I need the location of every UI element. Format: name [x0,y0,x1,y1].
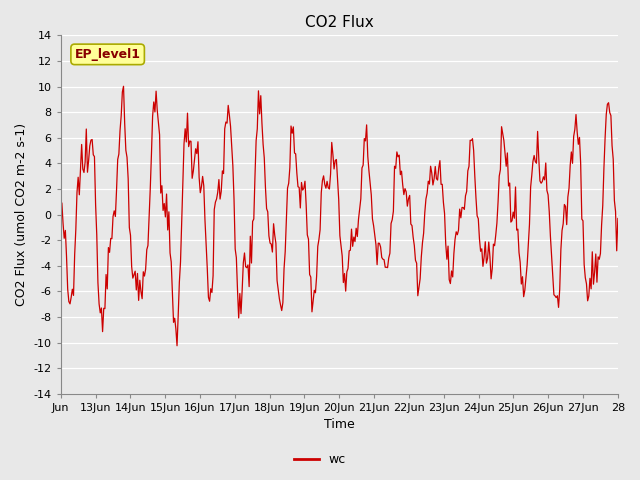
X-axis label: Time: Time [324,419,355,432]
Y-axis label: CO2 Flux (umol CO2 m-2 s-1): CO2 Flux (umol CO2 m-2 s-1) [15,123,28,306]
Text: EP_level1: EP_level1 [75,48,141,61]
Legend: wc: wc [289,448,351,471]
Title: CO2 Flux: CO2 Flux [305,15,374,30]
